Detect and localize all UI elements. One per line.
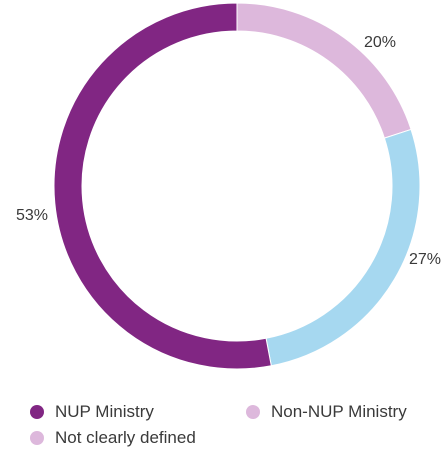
legend-swatch-not-clearly-defined <box>30 431 44 445</box>
legend-label-not-clearly-defined: Not clearly defined <box>55 428 196 447</box>
legend-label-non-nup-ministry: Non-NUP Ministry <box>271 402 407 421</box>
legend-swatch-non-nup-ministry <box>246 405 260 419</box>
donut-chart: 20% 27% 53% <box>16 2 441 370</box>
legend-item-not-clearly-defined: Not clearly defined <box>30 428 196 448</box>
legend-item-nup-ministry: NUP Ministry <box>30 402 154 422</box>
legend-item-non-nup-ministry: Non-NUP Ministry <box>246 402 407 422</box>
legend-swatch-nup-ministry <box>30 405 44 419</box>
slice-not-clearly-defined <box>265 128 421 367</box>
slice-non-nup-ministry <box>236 2 412 139</box>
slice-label-not-clearly-defined: 27% <box>409 251 441 268</box>
slice-label-non-nup-ministry: 20% <box>364 34 396 51</box>
slice-label-nup-ministry: 53% <box>16 207 48 224</box>
legend-label-nup-ministry: NUP Ministry <box>55 402 154 421</box>
slice-nup-ministry <box>53 2 272 370</box>
